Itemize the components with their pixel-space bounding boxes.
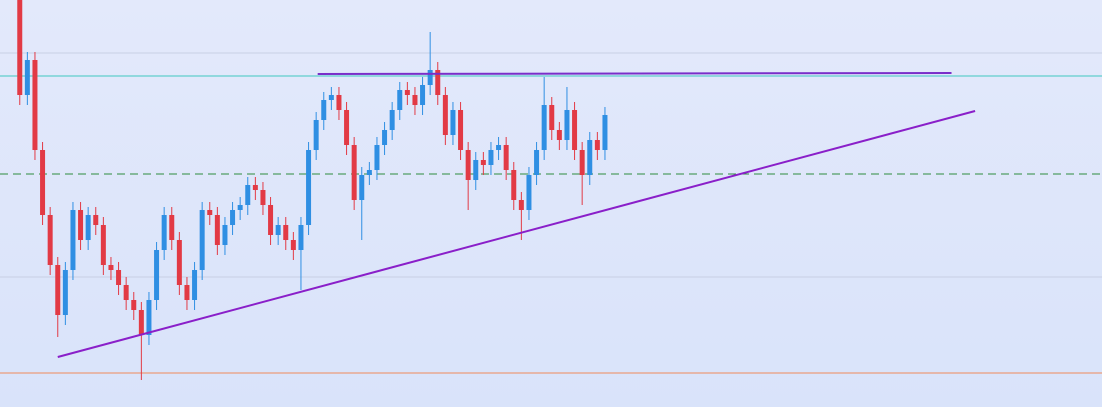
- candle-body: [17, 0, 23, 95]
- candle-body: [594, 140, 600, 150]
- candle-body: [252, 185, 258, 190]
- candle-body: [275, 225, 281, 235]
- candle-body: [572, 110, 578, 150]
- candle-body: [503, 145, 509, 170]
- candle-body: [184, 285, 190, 300]
- candle-body: [192, 270, 198, 300]
- candle-body: [78, 210, 84, 240]
- candle-body: [374, 145, 380, 170]
- candle-body: [123, 285, 129, 300]
- candle-body: [298, 225, 304, 250]
- candle-body: [526, 175, 532, 210]
- candle-body: [587, 140, 593, 175]
- candle-body: [268, 205, 274, 235]
- candle-body: [169, 215, 175, 240]
- candle-body: [336, 95, 342, 110]
- candle-body: [154, 250, 160, 300]
- candle-body: [344, 110, 350, 145]
- candle-body: [290, 240, 296, 250]
- candle-body: [511, 170, 517, 200]
- candle-body: [230, 210, 236, 225]
- candle-body: [412, 95, 418, 105]
- candle-body: [541, 105, 547, 150]
- candle-body: [47, 215, 53, 265]
- candle-body: [359, 175, 365, 200]
- candle-body: [389, 110, 395, 130]
- candle-body: [131, 300, 137, 310]
- candle-body: [549, 105, 555, 130]
- candle-body: [313, 120, 319, 150]
- candle-body: [473, 160, 479, 180]
- candle-body: [24, 60, 30, 95]
- candle-body: [176, 240, 182, 285]
- candle-body: [442, 95, 448, 135]
- candle-body: [55, 265, 61, 315]
- candle-body: [366, 170, 372, 175]
- trend-line: [57, 110, 976, 358]
- candle-body: [108, 265, 114, 270]
- candle-body: [602, 115, 608, 150]
- candle-body: [93, 215, 99, 225]
- candle-body: [62, 270, 68, 315]
- candle-body: [222, 225, 228, 245]
- candle-body: [579, 150, 585, 175]
- candle-body: [496, 145, 502, 150]
- candle-body: [564, 110, 570, 140]
- candle-body: [306, 150, 312, 225]
- candle-body: [100, 225, 106, 265]
- candle-body: [237, 205, 243, 210]
- trend-line: [317, 72, 952, 75]
- candle-body: [321, 100, 327, 120]
- candle-body: [556, 130, 562, 140]
- candle-body: [138, 310, 144, 335]
- candle-body: [382, 130, 388, 145]
- candle-body: [199, 210, 205, 270]
- candle-body: [488, 150, 494, 165]
- candle-body: [427, 70, 433, 85]
- candle-body: [518, 200, 524, 210]
- candle-body: [351, 145, 357, 200]
- candle-body: [245, 185, 251, 205]
- candle-body: [397, 90, 403, 110]
- candle-body: [480, 160, 486, 165]
- candle-body: [116, 270, 122, 285]
- candle-body: [328, 95, 334, 100]
- candle-body: [161, 215, 167, 250]
- candle-body: [214, 215, 220, 245]
- candle-body: [40, 150, 46, 215]
- candle-body: [420, 85, 426, 105]
- candle-body: [465, 150, 471, 180]
- candle-body: [404, 90, 410, 95]
- candle-body: [260, 190, 266, 205]
- candle-body: [32, 60, 38, 150]
- candle-body: [458, 110, 464, 150]
- candle-body: [70, 210, 76, 270]
- candle-body: [450, 110, 456, 135]
- candle-body: [207, 210, 213, 215]
- candle-body: [435, 70, 441, 95]
- candle-body: [534, 150, 540, 175]
- candle-body: [283, 225, 289, 240]
- candle-body: [146, 300, 152, 335]
- candle-body: [85, 215, 91, 240]
